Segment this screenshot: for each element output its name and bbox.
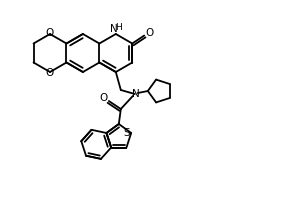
Text: O: O [100, 93, 108, 103]
Text: H: H [116, 22, 122, 31]
Text: S: S [124, 128, 130, 138]
Text: N: N [110, 24, 118, 34]
Text: O: O [46, 68, 54, 78]
Text: O: O [145, 27, 153, 38]
Text: O: O [46, 28, 54, 38]
Text: N: N [132, 89, 140, 99]
